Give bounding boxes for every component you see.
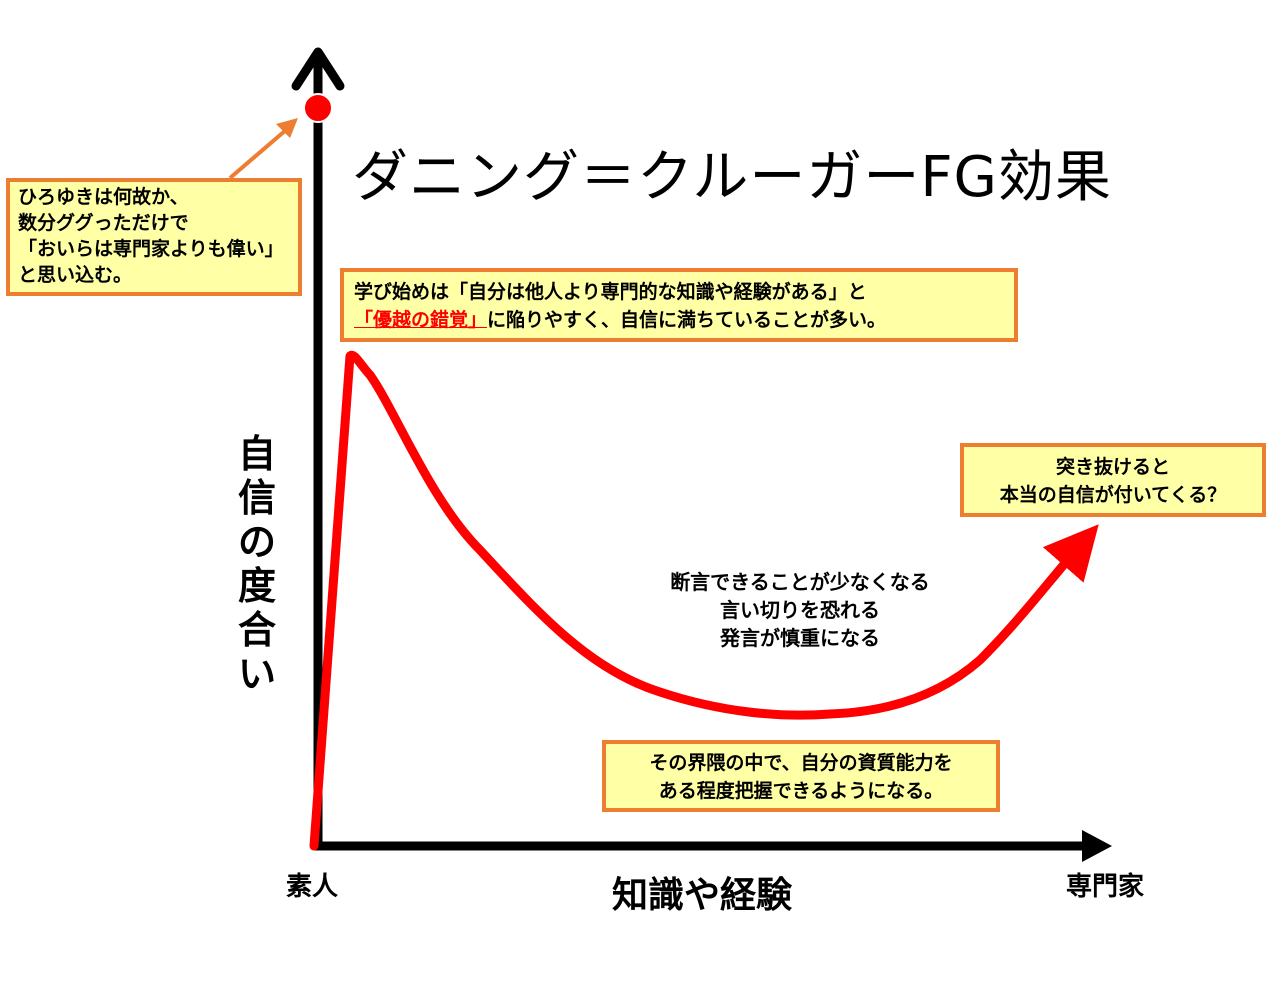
y-axis-label-char: 合 — [237, 608, 276, 652]
annotation-line: と思い込む。 — [18, 264, 133, 286]
annotation-line: 断言できることが少なくなる — [670, 570, 930, 594]
y-axis-label: 自 信 の 度 合 い — [234, 432, 280, 696]
y-axis-label-char: 信 — [237, 476, 276, 520]
annotation-line: ひろゆきは何故か、 — [18, 186, 189, 208]
y-axis-arrowhead-icon — [291, 47, 345, 91]
pointer-arrowhead-icon — [276, 118, 298, 138]
annotation-valley-note: 断言できることが少なくなる 言い切りを恐れる 発言が慎重になる — [640, 568, 960, 652]
annotation-line: その界隈の中で、自分の資質能力を — [649, 752, 953, 774]
annotation-line: 「おいらは専門家よりも偉い」 — [18, 238, 284, 260]
annotation-line: ある程度把握できるようになる。 — [658, 780, 944, 802]
annotation-beginner: 学び始めは「自分は他人より専門的な知識や経験がある」と 「優越の錯覚」に陥りやす… — [340, 268, 1018, 342]
x-axis-label: 知識や経験 — [612, 875, 793, 916]
highlight-superiority-illusion: 「優越の錯覚」 — [354, 309, 488, 331]
annotation-line: 「優越の錯覚」に陥りやすく、自信に満ちていることが多い。 — [354, 306, 1004, 334]
chart-title: ダニング＝クルーガーFG効果 — [352, 145, 1112, 210]
annotation-line: 言い切りを恐れる — [720, 598, 880, 622]
y-axis-label-char: の — [237, 520, 276, 564]
y-axis-label-char: 度 — [237, 564, 276, 608]
annotation-line: 学び始めは「自分は他人より専門的な知識や経験がある」と — [354, 281, 867, 303]
annotation-hiroyuki: ひろゆきは何故か、 数分ググっただけで 「おいらは専門家よりも偉い」 と思い込む… — [6, 178, 302, 296]
annotation-line: 数分ググっただけで — [18, 212, 189, 234]
annotation-breakthrough: 突き抜けると 本当の自信が付いてくる？ — [960, 443, 1266, 517]
x-axis-min-label: 素人 — [286, 872, 339, 902]
annotation-bottom: その界隈の中で、自分の資質能力を ある程度把握できるようになる。 — [602, 740, 1000, 812]
red-dot-marker — [303, 93, 333, 123]
pointer-arrow — [228, 118, 298, 180]
annotation-line: 発言が慎重になる — [720, 626, 880, 650]
y-axis-label-char: 自 — [237, 432, 276, 476]
annotation-line: 突き抜けると — [1055, 456, 1170, 478]
x-axis-max-label: 専門家 — [1066, 872, 1145, 902]
x-axis-arrowhead-icon — [1082, 830, 1112, 862]
y-axis-label-char: い — [237, 652, 276, 696]
annotation-line: 本当の自信が付いてくる？ — [999, 484, 1227, 506]
y-axis — [291, 47, 345, 848]
x-axis — [314, 830, 1112, 862]
confidence-curve — [309, 350, 1099, 851]
annotation-line-rest: に陥りやすく、自信に満ちていることが多い。 — [487, 309, 887, 331]
